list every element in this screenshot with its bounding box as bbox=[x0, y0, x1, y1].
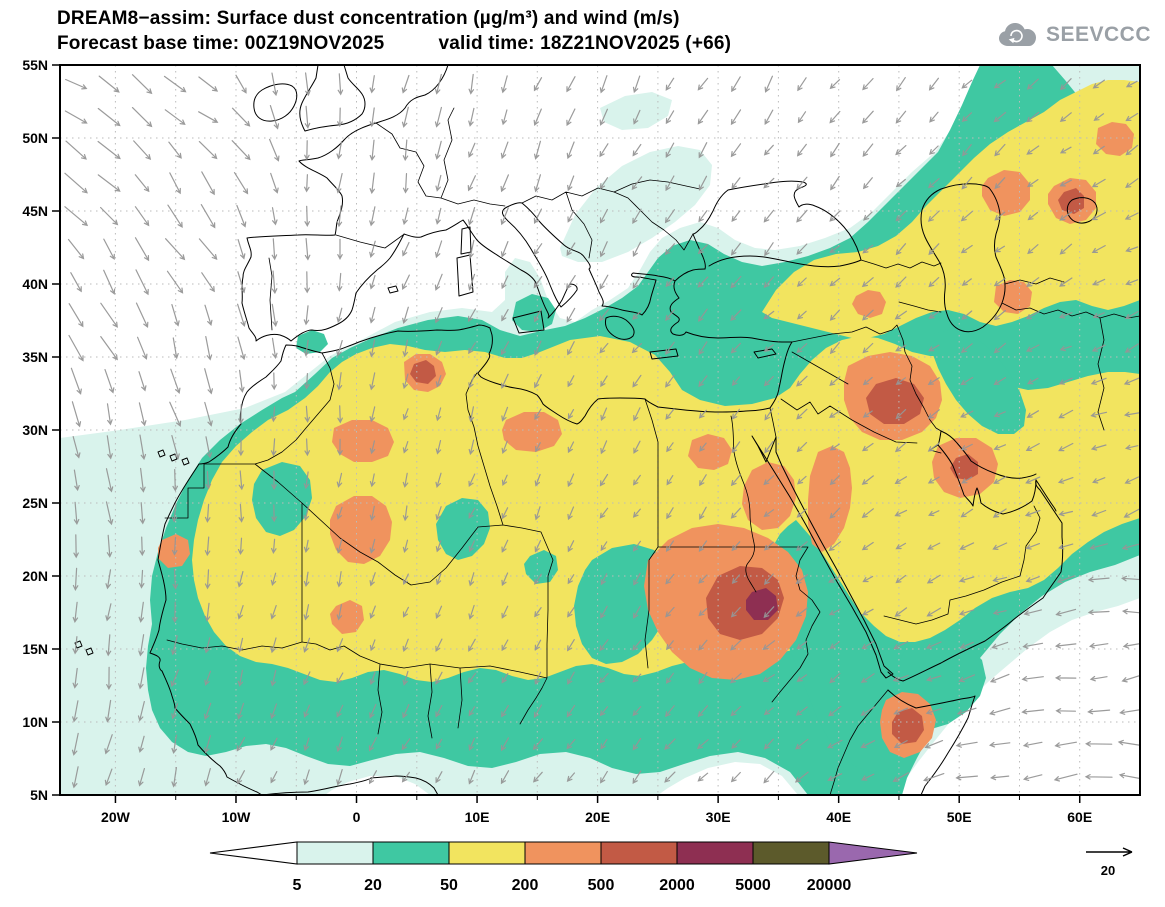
coastline-turkey-africa bbox=[149, 280, 793, 795]
lon-tick-label: 0 bbox=[353, 809, 361, 825]
coastline-persian-gulf bbox=[937, 430, 1037, 515]
dust-region-200-500 bbox=[852, 290, 886, 318]
dust-region-500-2000 bbox=[892, 708, 924, 744]
colorbar-left-arrow bbox=[209, 841, 298, 865]
lat-tick-label: 50N bbox=[22, 130, 48, 146]
dust-region-200-500 bbox=[158, 534, 190, 568]
axis-labels: 55N 50N 45N 40N 35N 30N 25N 20N 15N 10N 5N 20W 10W 0 1… bbox=[22, 57, 1092, 825]
colorbar-segment bbox=[448, 841, 526, 865]
dust-region-200-500 bbox=[994, 280, 1032, 314]
dust-region-2000-5000 bbox=[746, 588, 778, 620]
dust-region-20-50 bbox=[252, 462, 312, 536]
dust-region-200-500 bbox=[330, 496, 392, 564]
dust-region-50-200 bbox=[762, 80, 1140, 338]
colorbar-right-arrow bbox=[828, 841, 918, 865]
nile-river bbox=[730, 415, 757, 593]
figure-titles: DREAM8−assim: Surface dust concentration… bbox=[57, 6, 731, 56]
figure-subtitle: Forecast base time: 00Z19NOV2025 valid ti… bbox=[57, 31, 731, 56]
lat-tick-label: 5N bbox=[30, 787, 48, 803]
dust-region-200-500 bbox=[330, 600, 364, 634]
dust-region-200-500 bbox=[982, 170, 1030, 216]
country-borders bbox=[164, 107, 1140, 795]
lon-tick-label: 20W bbox=[101, 809, 131, 825]
colorbar-label: 50 bbox=[440, 877, 458, 894]
lat-tick-label: 40N bbox=[22, 276, 48, 292]
colorbar-label: 20000 bbox=[807, 877, 852, 894]
colorbar: 5 20 50 200 500 2000 5000 20000 bbox=[209, 841, 918, 894]
dust-region-200-500 bbox=[742, 462, 796, 530]
dust-region-20-50 bbox=[932, 330, 1026, 434]
lon-tick-label: 60E bbox=[1067, 809, 1092, 825]
cloud-icon bbox=[998, 23, 1036, 46]
colorbar-label: 5000 bbox=[735, 877, 771, 894]
lat-tick-label: 35N bbox=[22, 349, 48, 365]
colorbar-label: 5 bbox=[293, 877, 302, 894]
dust-region-500-2000 bbox=[866, 378, 924, 424]
colorbar-segment bbox=[296, 841, 374, 865]
lat-tick-label: 25N bbox=[22, 495, 48, 511]
wind-arrows bbox=[64, 72, 1140, 789]
wind-reference-arrow bbox=[1086, 847, 1133, 857]
colorbar-segment bbox=[676, 841, 754, 865]
colorbar-label: 2000 bbox=[659, 877, 695, 894]
coastline-aral bbox=[1066, 197, 1098, 224]
lon-tick-label: 30E bbox=[706, 809, 731, 825]
lon-tick-label: 50E bbox=[947, 809, 972, 825]
colorbar-segment bbox=[524, 841, 602, 865]
coastline-gulf-of-guinea bbox=[261, 775, 439, 795]
lat-tick-label: 30N bbox=[22, 422, 48, 438]
logo-text: SEEVCCC bbox=[1045, 23, 1151, 46]
coastline-british-isles bbox=[253, 65, 366, 132]
coastline-horn-of-africa bbox=[887, 689, 976, 795]
coastline-red-sea bbox=[751, 435, 894, 679]
lon-tick-label: 10W bbox=[222, 809, 252, 825]
lat-tick-label: 10N bbox=[22, 714, 48, 730]
dust-region-200-500 bbox=[1096, 122, 1134, 156]
wind-arrow-layer bbox=[64, 72, 1140, 789]
dust-region-20-50 bbox=[436, 498, 490, 560]
dust-region-5-20 bbox=[600, 92, 672, 130]
dust-region-200-500 bbox=[502, 412, 562, 452]
colorbar-label: 200 bbox=[512, 877, 539, 894]
colorbar-label: 500 bbox=[588, 877, 615, 894]
coastline-caspian-sea bbox=[920, 183, 1006, 333]
lat-tick-label: 55N bbox=[22, 57, 48, 73]
lon-tick-label: 10E bbox=[465, 809, 490, 825]
lon-tick-label: 40E bbox=[826, 809, 851, 825]
colorbar-segment bbox=[752, 841, 830, 865]
coastline-layer bbox=[74, 65, 1140, 795]
valid-time: valid time: 18Z21NOV2025 (+66) bbox=[438, 33, 732, 54]
lat-tick-label: 15N bbox=[22, 641, 48, 657]
colorbar-label: 20 bbox=[364, 877, 382, 894]
wind-reference-value: 20 bbox=[1101, 863, 1115, 878]
coastline-europe bbox=[241, 65, 706, 342]
colorbar-segment bbox=[372, 841, 450, 865]
forecast-base-time: Forecast base time: 00Z19NOV2025 bbox=[57, 33, 385, 54]
lat-tick-label: 45N bbox=[22, 203, 48, 219]
dust-region-20-50 bbox=[524, 550, 558, 584]
dust-region-200-500 bbox=[808, 446, 852, 552]
lon-tick-label: 20E bbox=[585, 809, 610, 825]
lat-tick-label: 20N bbox=[22, 568, 48, 584]
colorbar-segment bbox=[600, 841, 678, 865]
wind-reference: 20 bbox=[1086, 847, 1133, 878]
coastline-arabia bbox=[887, 479, 1064, 682]
seevccc-logo: SEEVCCC bbox=[996, 20, 1151, 50]
coastline-peloponnese bbox=[605, 315, 635, 340]
page-title: DREAM8−assim: Surface dust concentration… bbox=[57, 8, 680, 29]
dust-region-200-500 bbox=[688, 434, 732, 470]
